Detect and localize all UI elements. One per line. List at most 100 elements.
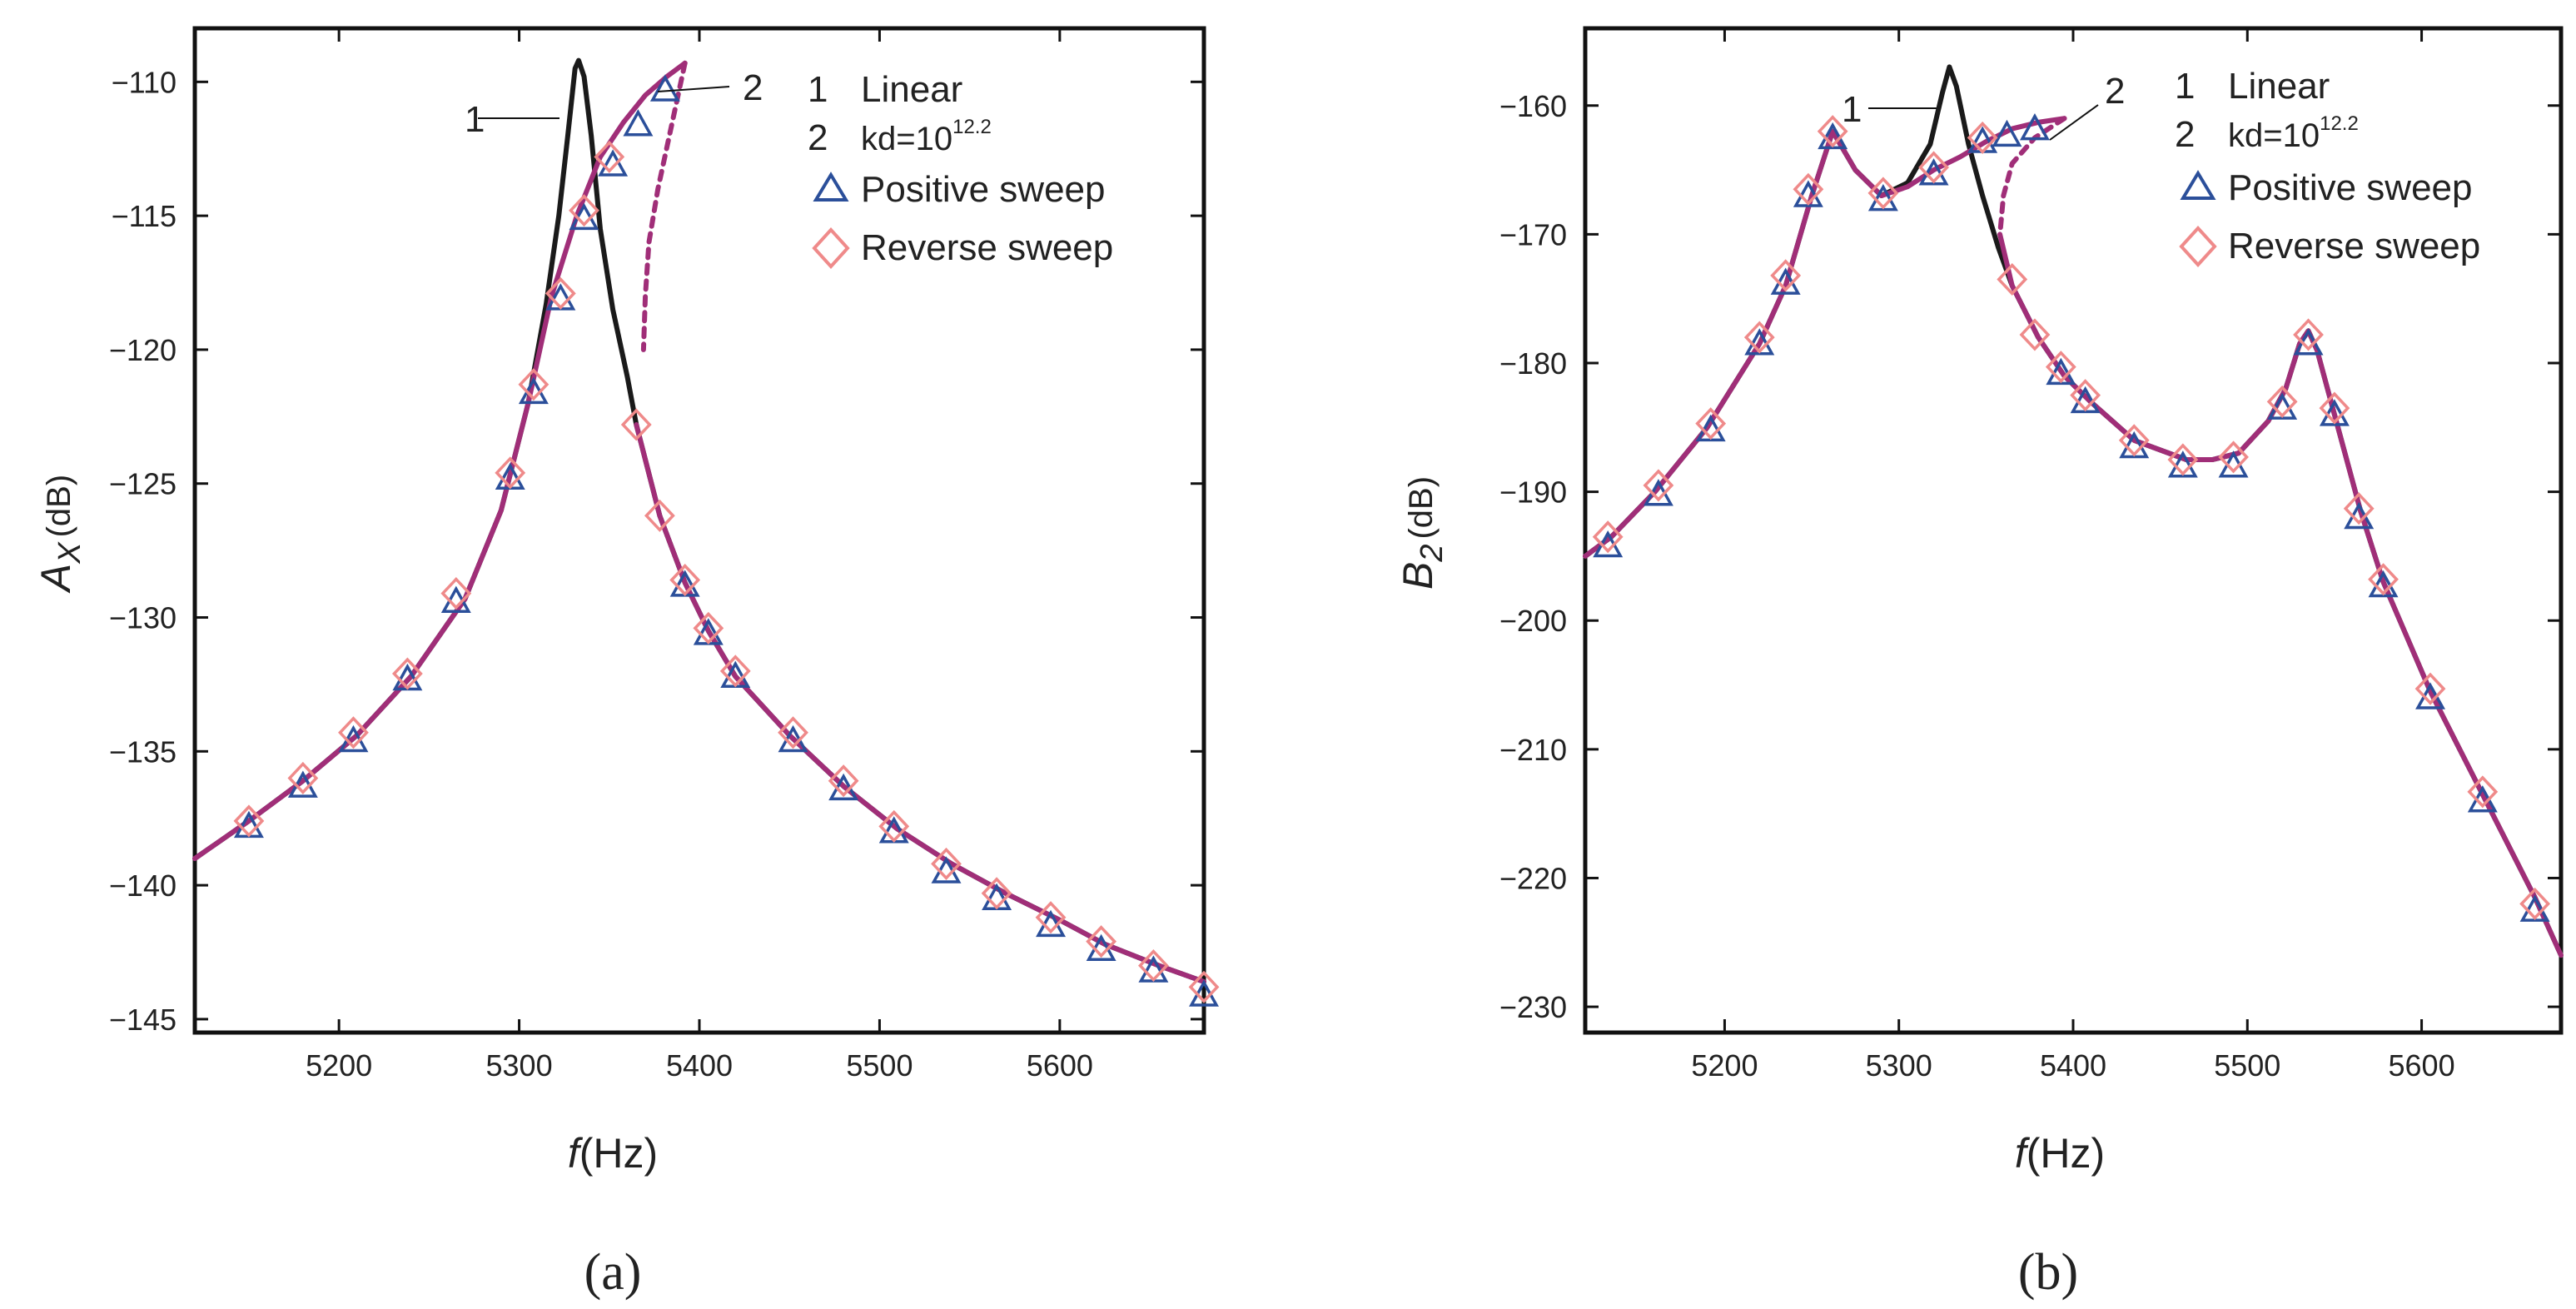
reverse-sweep-marker xyxy=(2070,379,2101,412)
positive-sweep-marker xyxy=(1992,119,2022,147)
legend-label-positive-b: Positive sweep xyxy=(2228,167,2472,208)
reverse-sweep-marker xyxy=(669,563,701,597)
callout-label-2-b: 2 xyxy=(2105,71,2125,112)
legend-label-reverse-b: Reverse sweep xyxy=(2228,226,2480,266)
reverse-sweep-marker xyxy=(2045,351,2076,384)
reverse-sweep-marker xyxy=(1918,151,1949,184)
positive-sweep-marker xyxy=(1918,158,1949,186)
reverse-sweep-marker xyxy=(2118,424,2150,457)
reverse-sweep-marker xyxy=(1770,259,1802,292)
reverse-sweep-marker xyxy=(594,140,625,173)
y-tick-label: −190 xyxy=(1499,475,1567,510)
legend-kd-exp-b: 12.2 xyxy=(2320,112,2359,135)
y-tick-label: −135 xyxy=(109,734,177,769)
reverse-sweep-marker xyxy=(1997,262,2028,296)
chart-panel-a: 5200 5300 5400 5500 5600 −110 −115 −120 −125 −130… xyxy=(32,26,1220,1301)
x-tick-label: 5600 xyxy=(2389,1048,2455,1083)
x-tick-label: 5200 xyxy=(1691,1048,1758,1083)
panel-label-a: (a) xyxy=(584,1244,642,1301)
x-tick-label: 5500 xyxy=(2214,1048,2280,1083)
positive-sweep-marker xyxy=(598,149,629,177)
y-axis-unit-a: (dB) xyxy=(41,475,77,538)
y-tick-label: −200 xyxy=(1499,604,1567,638)
reverse-sweep-marker xyxy=(878,809,910,843)
reverse-sweep-marker xyxy=(1137,949,1169,983)
reverse-sweep-marker xyxy=(1817,115,1848,148)
legend-label-kd-a: kd=1012.2 xyxy=(861,116,992,157)
reverse-sweep-marker xyxy=(1695,407,1727,440)
y-tick-label: −220 xyxy=(1499,861,1567,895)
y-tick-label: −110 xyxy=(112,65,177,99)
reverse-sweep-marker xyxy=(2266,385,2298,418)
y-axis-var-b: B xyxy=(1395,562,1441,590)
legend-b: 1 Linear 2 kd=1012.2 Positive sweep Reve… xyxy=(2175,66,2480,267)
x-tick-label: 5300 xyxy=(1866,1048,1932,1083)
y-tick-label: −230 xyxy=(1499,990,1567,1024)
legend-reverse-marker-a xyxy=(812,227,850,269)
y-tick-label: −180 xyxy=(1499,346,1567,381)
callout-label-2-a: 2 xyxy=(743,67,763,108)
legend-reverse-marker-b xyxy=(2179,226,2217,267)
x-tick-label: 5400 xyxy=(2040,1048,2106,1083)
reverse-sweep-marker xyxy=(2343,492,2375,525)
reverse-sweep-marker xyxy=(2519,887,2551,920)
x-axis-label-a: f(Hz) xyxy=(568,1130,658,1177)
reverse-sweep-marker xyxy=(828,764,859,798)
panel-label-b: (b) xyxy=(2018,1244,2078,1301)
legend-label-positive-a: Positive sweep xyxy=(861,169,1105,210)
reverse-sweep-marker xyxy=(338,716,369,749)
positive-sweep-marker xyxy=(1793,180,1823,207)
legend-positive-marker-b xyxy=(2180,170,2216,200)
positive-sweep-marker xyxy=(2070,386,2101,414)
y-axis-sub-b: 2 xyxy=(1415,545,1450,563)
data-markers-a xyxy=(233,74,1220,1007)
reverse-sweep-marker xyxy=(1035,901,1067,934)
positive-sweep-marker xyxy=(2167,450,2198,478)
reverse-sweep-marker xyxy=(2414,672,2446,705)
data-markers-b xyxy=(1592,112,2551,922)
legend-label-reverse-a: Reverse sweep xyxy=(861,227,1113,268)
legend-a: 1 Linear 2 kd=1012.2 Positive sweep Reve… xyxy=(808,69,1113,269)
positive-sweep-marker xyxy=(1867,184,1898,212)
positive-sweep-marker xyxy=(1818,122,1848,150)
y-tick-label: −170 xyxy=(1499,217,1567,251)
legend-label-linear-a: Linear xyxy=(861,69,962,110)
reverse-sweep-marker xyxy=(391,657,423,690)
x-tick-label: 5200 xyxy=(306,1048,372,1083)
callout-label-1-a: 1 xyxy=(465,99,485,140)
legend-num-2-b: 2 xyxy=(2175,114,2195,155)
positive-sweep-marker xyxy=(2019,112,2050,141)
x-axis-unit-a: (Hz) xyxy=(579,1130,658,1177)
y-tick-label: −140 xyxy=(109,869,177,903)
positive-sweep-marker xyxy=(623,109,654,137)
reverse-sweep-marker xyxy=(2467,775,2499,809)
reverse-sweep-marker xyxy=(1592,520,1624,554)
positive-sweep-marker xyxy=(2368,570,2399,598)
reverse-sweep-marker xyxy=(2167,443,2199,476)
y-tick-label: −130 xyxy=(109,601,177,635)
reverse-sweep-marker xyxy=(1967,121,1998,154)
reverse-sweep-marker xyxy=(2319,391,2350,425)
positive-sweep-marker xyxy=(649,74,680,102)
legend-num-1-b: 1 xyxy=(2175,66,2195,107)
x-tick-label: 5500 xyxy=(846,1048,913,1083)
y-tick-label: −115 xyxy=(112,199,177,233)
reverse-sweep-marker xyxy=(440,577,472,610)
reverse-sweep-marker xyxy=(981,877,1012,910)
legend-kd-exp-a: 12.2 xyxy=(952,116,992,138)
reverse-sweep-marker xyxy=(287,761,319,795)
legend-num-2-a: 2 xyxy=(808,117,828,158)
y-axis-unit-b: (dB) xyxy=(1403,476,1440,540)
reverse-sweep-marker xyxy=(545,276,576,310)
positive-sweep-marker xyxy=(2519,894,2550,922)
reverse-sweep-marker xyxy=(518,368,550,401)
positive-sweep-marker xyxy=(2046,357,2076,386)
y-axis-label-a: AX (dB) xyxy=(32,475,87,594)
y-axis-label-b: B2 (dB) xyxy=(1395,476,1450,590)
chart-panel-b: 5200 5300 5400 5500 5600 −160 −170 −180 −190 −200… xyxy=(1395,26,2564,1301)
legend-label-linear-b: Linear xyxy=(2228,66,2330,107)
reverse-sweep-marker xyxy=(233,804,265,838)
reverse-sweep-marker xyxy=(693,611,724,645)
reverse-sweep-marker xyxy=(1643,469,1674,502)
